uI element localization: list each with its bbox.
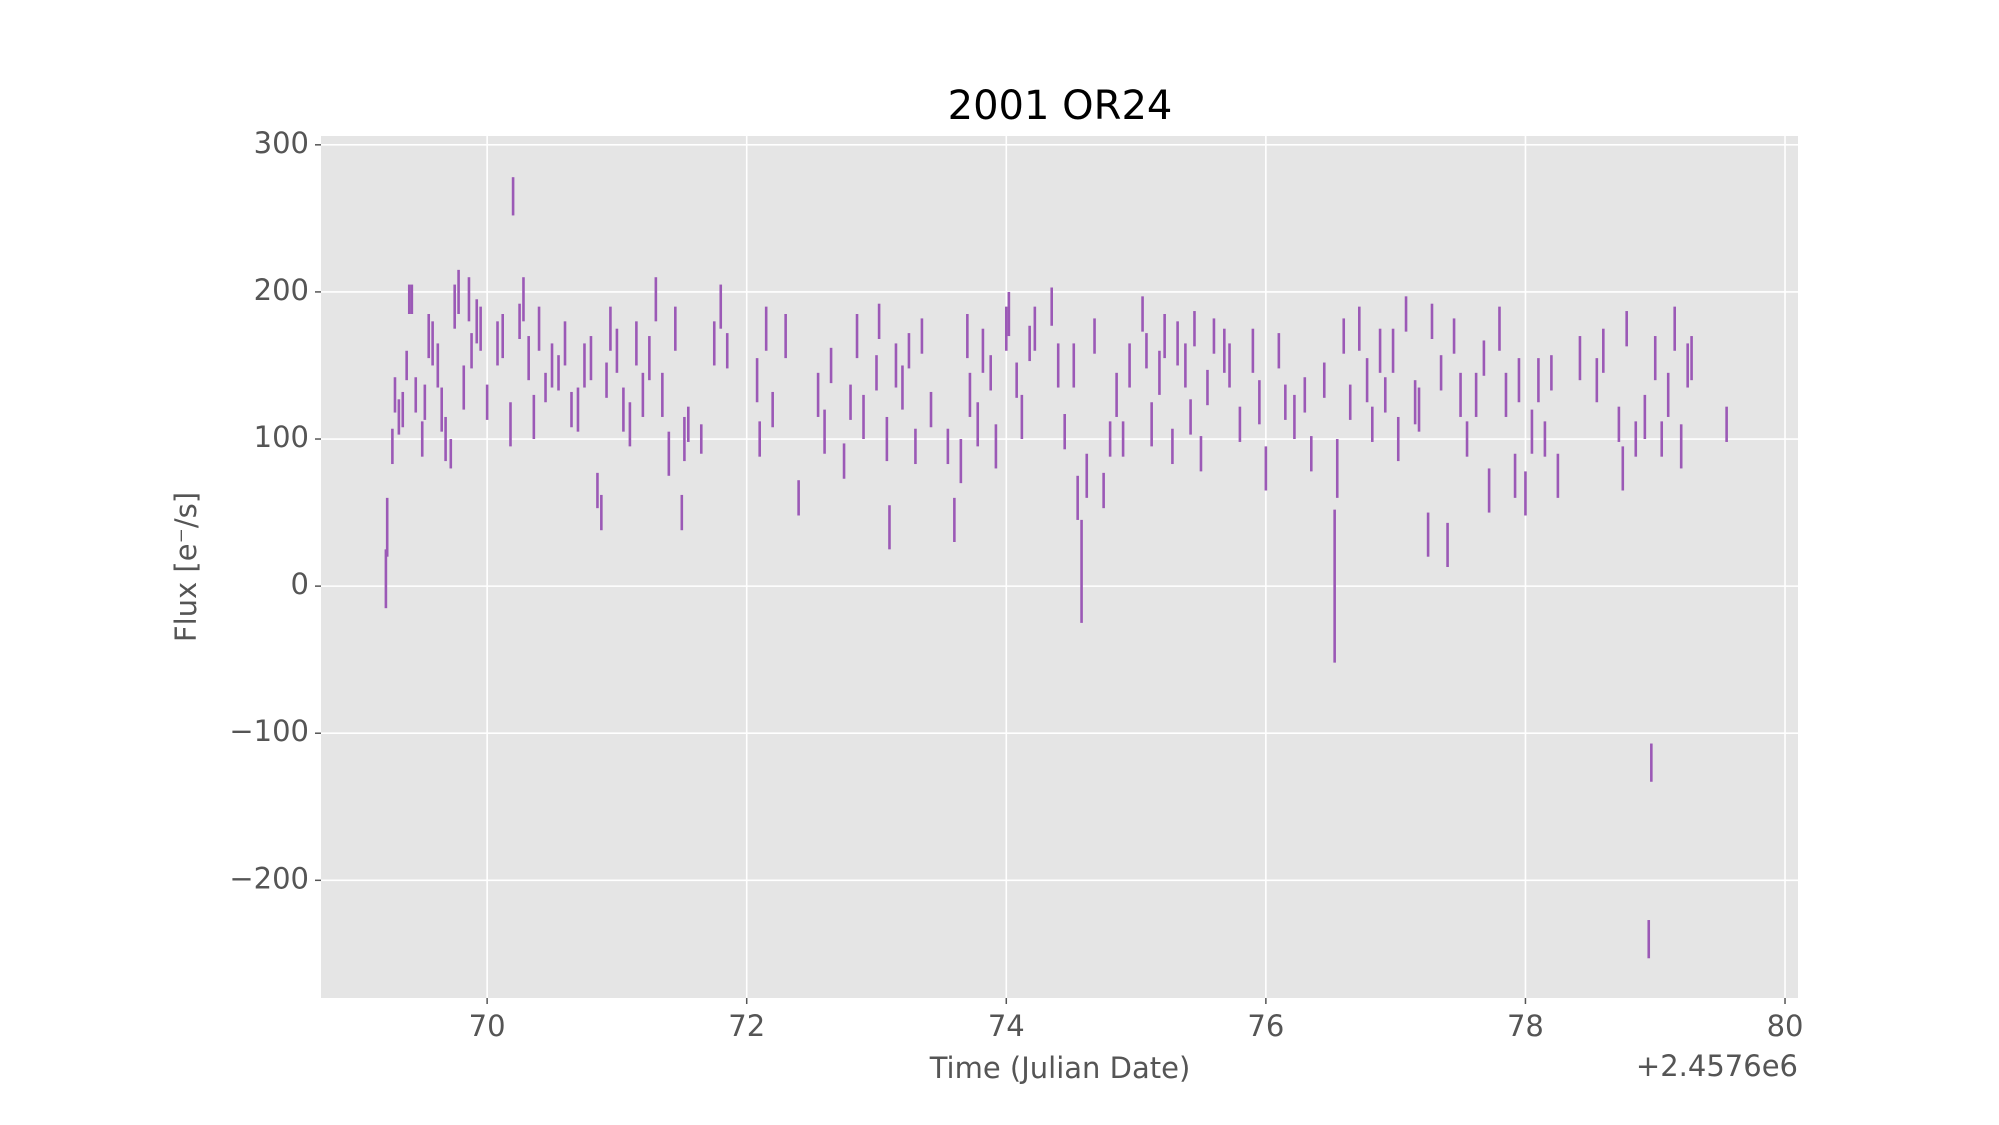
x-tick-label: 78 bbox=[1507, 1009, 1544, 1043]
y-tick-label: 300 bbox=[254, 126, 309, 160]
y-tick-label: −200 bbox=[229, 861, 309, 895]
y-tick-label: −100 bbox=[229, 714, 309, 748]
chart-title: 2001 OR24 bbox=[948, 83, 1173, 129]
y-tick-label: 100 bbox=[254, 420, 309, 454]
x-tick-label: 72 bbox=[728, 1009, 765, 1043]
x-tick-label: 70 bbox=[469, 1009, 506, 1043]
x-tick-label: 76 bbox=[1247, 1009, 1284, 1043]
x-tick-label: 80 bbox=[1767, 1009, 1804, 1043]
plot-background bbox=[321, 136, 1798, 998]
y-tick-label: 0 bbox=[291, 567, 309, 601]
y-tick-label: 200 bbox=[254, 273, 309, 307]
y-axis-label: Flux [e⁻/s] bbox=[169, 492, 203, 642]
x-axis-label: Time (Julian Date) bbox=[929, 1051, 1191, 1085]
x-offset-label: +2.4576e6 bbox=[1636, 1049, 1798, 1083]
x-tick-label: 74 bbox=[988, 1009, 1025, 1043]
